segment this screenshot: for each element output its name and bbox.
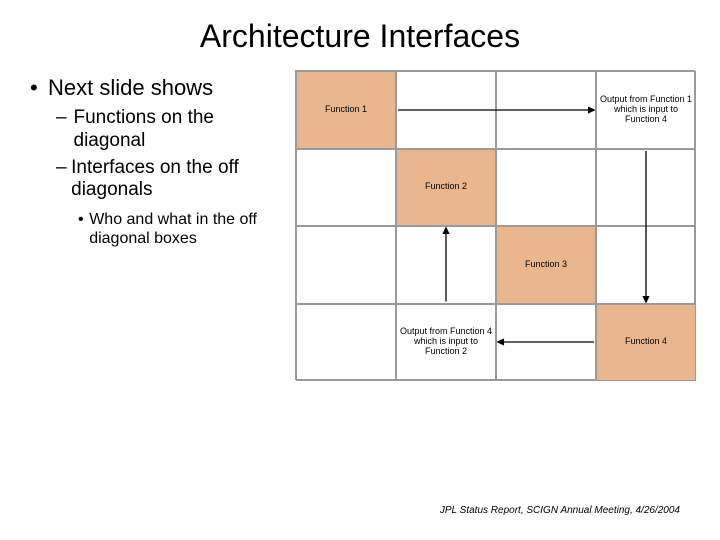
bullet-level-3: • Who and what in the off diagonal boxes	[78, 210, 285, 248]
matrix-cell-1-1: Function 2	[396, 149, 496, 227]
arrow-col4-down	[640, 145, 652, 308]
arrow-col2-up	[440, 222, 452, 308]
matrix-cell-0-0: Function 1	[296, 71, 396, 149]
bullet-l3-text: Who and what in the off diagonal boxes	[89, 210, 285, 248]
interface-matrix: Function 1 Output from Function 1 which i…	[295, 70, 695, 380]
bullet-dash-icon: –	[56, 157, 71, 203]
arrow-row1-right	[392, 104, 600, 116]
matrix-cell-3-0	[296, 304, 396, 382]
bullet-level-1: • Next slide shows	[30, 75, 285, 101]
matrix-cell-2-2: Function 3	[496, 226, 596, 304]
bullet-level-2: – Interfaces on the off diagonals	[56, 157, 285, 203]
footer-citation: JPL Status Report, SCIGN Annual Meeting,…	[440, 505, 680, 516]
bullet-dash-icon: –	[56, 107, 74, 153]
matrix-cell-3-3: Function 4	[596, 304, 696, 382]
matrix-cell-1-0	[296, 149, 396, 227]
matrix-cell-3-1: Output from Function 4 which is input to…	[396, 304, 496, 382]
diagram-column: Function 1 Output from Function 1 which i…	[295, 65, 700, 380]
content-area: • Next slide shows – Functions on the di…	[0, 65, 720, 380]
arrow-row4-left	[492, 336, 600, 348]
bullet-l1-text: Next slide shows	[48, 75, 213, 101]
bullet-column: • Next slide shows – Functions on the di…	[30, 65, 285, 380]
matrix-cell-2-0	[296, 226, 396, 304]
bullet-dot-icon: •	[78, 210, 89, 248]
matrix-cell-1-2	[496, 149, 596, 227]
bullet-level-2: – Functions on the diagonal	[56, 107, 285, 153]
bullet-l2a-text: Functions on the diagonal	[74, 107, 286, 153]
bullet-l2b-text: Interfaces on the off diagonals	[71, 157, 285, 203]
matrix-cell-0-3: Output from Function 1 which is input to…	[596, 71, 696, 149]
bullet-dot-icon: •	[30, 75, 48, 101]
slide-title: Architecture Interfaces	[0, 0, 720, 65]
